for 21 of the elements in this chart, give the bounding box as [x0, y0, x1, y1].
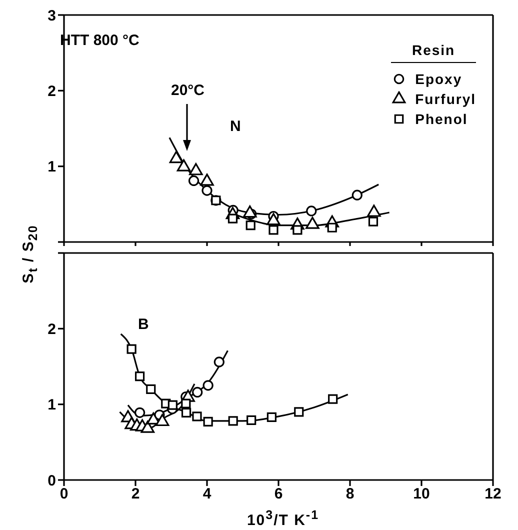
x-axis-title: 10$^{3}$/T K$^{-1}$	[246, 508, 320, 529]
x-tick-label: 10	[413, 486, 430, 503]
x-tick-label: 2	[131, 486, 140, 503]
y-tick-label: 1	[48, 396, 56, 414]
annotation: 20°C	[171, 82, 205, 99]
y-tick-label: 0	[48, 472, 56, 490]
y-tick-label: 2	[48, 82, 56, 100]
annotation: N	[230, 118, 241, 135]
annotation: B	[138, 316, 149, 333]
legend-label: Phenol	[415, 111, 468, 127]
y-tick-label: 1	[48, 158, 56, 176]
y-tick-label: 3	[48, 7, 56, 24]
y-tick-label: 2	[48, 320, 56, 338]
x-tick-label: 0	[60, 486, 68, 503]
legend-label: Epoxy	[415, 71, 462, 87]
x-tick-label: 4	[202, 486, 212, 503]
x-tick-label: 8	[346, 486, 354, 503]
legend-title: Resin	[391, 42, 476, 63]
legend-label: Furfuryl	[415, 91, 476, 107]
x-tick-label: 6	[274, 486, 283, 503]
x-tick-label: 12	[484, 486, 502, 503]
